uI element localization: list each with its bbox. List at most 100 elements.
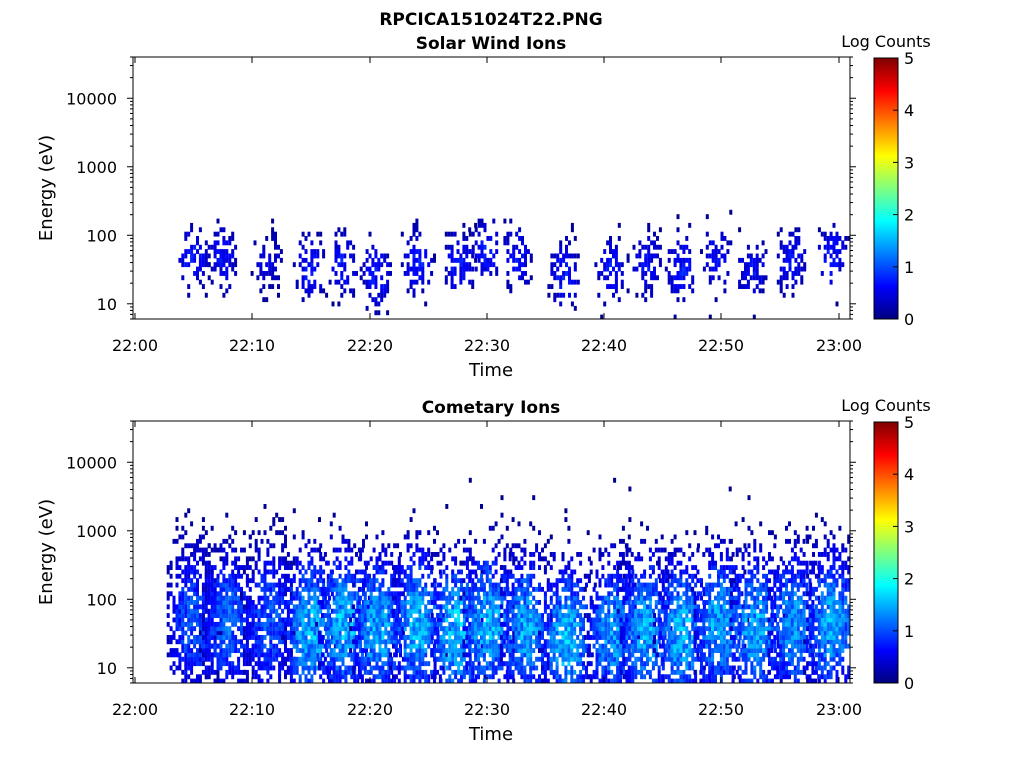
heatmap-cell [365,648,368,653]
heatmap-cell [403,652,407,658]
heatmap-cell [198,656,202,662]
heatmap-cell [281,621,285,627]
heatmap-cell [613,678,617,684]
heatmap-cell [196,604,199,610]
heatmap-cell [315,621,319,627]
heatmap-cell [601,626,605,632]
heatmap-cell [462,626,466,632]
heatmap-cell [483,257,487,263]
heatmap-cell [424,630,428,636]
heatmap-cell [561,661,565,667]
heatmap-cell [222,635,226,640]
heatmap-cell [509,639,513,645]
heatmap-cell [269,643,273,649]
heatmap-cell [418,547,422,553]
heatmap-cell [384,604,388,610]
heatmap-cell [471,608,475,614]
heatmap-cell [529,635,533,640]
heatmap-cell [269,600,273,605]
heatmap-cell [181,621,185,627]
heatmap-cell [564,578,568,584]
heatmap-cell [576,591,580,597]
heatmap-cell [505,578,509,584]
heatmap-cell [579,661,583,667]
heatmap-cell [622,600,626,605]
heatmap-cell [271,231,275,237]
heatmap-cell [335,635,339,640]
heatmap-cell [262,297,266,303]
heatmap-cell [568,292,571,298]
heatmap-cell [240,621,243,627]
heatmap-cell [567,656,571,662]
heatmap-cell [520,630,524,636]
heatmap-cell [439,560,443,566]
heatmap-cell [286,586,290,592]
heatmap-cell [564,652,568,658]
heatmap-cell [263,604,267,610]
heatmap-cell [310,569,314,575]
heatmap-cell [471,621,475,627]
heatmap-cell [384,626,388,632]
heatmap-cell [656,244,659,250]
heatmap-cell [193,678,197,684]
heatmap-cell [676,275,680,281]
heatmap-cell [499,635,503,640]
heatmap-cell [451,652,455,658]
heatmap-cell [520,648,524,653]
heatmap-cell [265,271,269,276]
heatmap-cell [451,626,455,632]
heatmap-cell [517,617,521,623]
heatmap-cell [421,586,425,592]
heatmap-cell [523,560,527,566]
heatmap-cell [573,626,577,632]
heatmap-cell [295,279,299,285]
heatmap-cell [415,227,419,233]
heatmap-cell [579,639,583,645]
heatmap-cell [442,617,446,623]
heatmap-cell [338,560,342,566]
heatmap-cell [216,608,220,614]
heatmap-cell [477,600,480,605]
heatmap-cell [190,656,194,662]
heatmap-cell [313,591,317,597]
heatmap-cell [454,617,458,623]
heatmap-cell [298,678,302,684]
heatmap-cell [172,661,176,667]
heatmap-cell [357,639,361,645]
heatmap-cell [418,582,422,588]
heatmap-cell [556,292,560,298]
heatmap-cell [274,266,277,272]
heatmap-cell [517,578,521,584]
heatmap-cell [372,626,376,632]
heatmap-cell [310,665,314,671]
heatmap-cell [567,608,571,614]
heatmap-cell [480,582,483,588]
heatmap-cell [169,560,173,566]
heatmap-cell [541,665,544,671]
heatmap-cell [500,661,504,667]
heatmap-cell [381,543,385,549]
heatmap-cell [222,608,226,614]
heatmap-cell [406,674,410,680]
heatmap-cell [298,569,302,575]
heatmap-cell [272,517,276,522]
heatmap-cell [579,643,583,649]
heatmap-cell [601,635,605,640]
colorbar-tick-label: 5 [904,49,914,68]
heatmap-cell [289,595,293,601]
heatmap-cell [823,253,827,259]
heatmap-cell [427,547,431,553]
heatmap-cell [550,284,554,289]
heatmap-cell [582,604,585,610]
heatmap-cell [424,253,428,259]
heatmap-cell [237,582,241,588]
heatmap-cell [190,621,194,627]
heatmap-cell [823,231,827,237]
heatmap-cell [462,222,466,228]
heatmap-cell [198,630,202,636]
heatmap-cell [564,604,568,610]
heatmap-cell [403,604,407,610]
heatmap-cell [564,582,568,588]
heatmap-cell [245,621,249,627]
heatmap-cell [424,678,428,684]
